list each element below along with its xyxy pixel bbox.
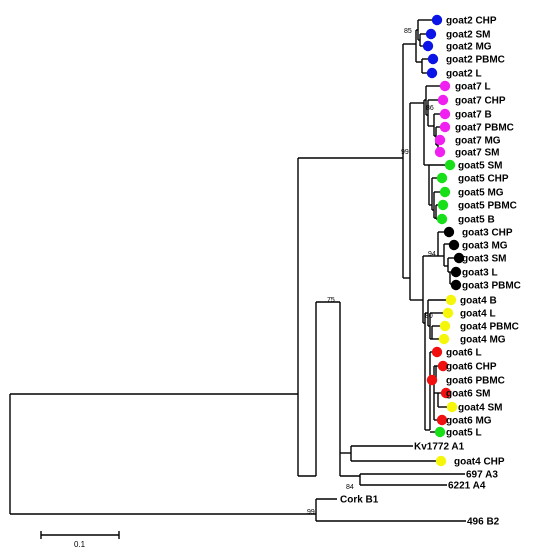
leaf-label: Kv1772 A1 [414, 442, 465, 453]
bootstrap-value: 84 [346, 484, 354, 491]
goat2-marker [426, 67, 438, 79]
tree-branches [9, 19, 466, 539]
goat5-marker [437, 199, 449, 211]
leaf-label: goat7 PBMC [455, 123, 514, 134]
goat6-marker [426, 374, 438, 386]
leaf-label: goat5 MG [458, 188, 504, 199]
bootstrap-value: 94 [428, 251, 436, 258]
leaf-label: goat3 SM [462, 254, 506, 265]
leaf-label: goat2 PBMC [446, 55, 505, 66]
bootstrap-value: 99 [401, 149, 409, 156]
goat6-marker [440, 387, 452, 399]
goat4-marker [445, 294, 457, 306]
leaf-label: goat3 CHP [462, 228, 513, 239]
leaf-label: goat5 PBMC [458, 201, 517, 212]
goat5-marker [444, 159, 456, 171]
leaf-label: goat5 CHP [458, 174, 509, 185]
leaf-label: goat7 CHP [455, 96, 506, 107]
goat6-marker [437, 360, 449, 372]
leaf-label: 496 B2 [467, 517, 500, 528]
leaf-label: Cork B1 [340, 495, 379, 506]
leaf-label: 697 A3 [466, 470, 498, 481]
leaf-label: goat3 PBMC [462, 281, 521, 292]
leaf-label: goat4 PBMC [460, 322, 519, 333]
goat5-marker [436, 213, 448, 225]
goat4-marker [438, 333, 450, 345]
leaf-label: goat7 MG [455, 136, 501, 147]
leaf-label: goat2 CHP [446, 16, 497, 27]
goat3-marker [453, 252, 465, 264]
goat7-marker [434, 134, 446, 146]
goat3-marker [443, 226, 455, 238]
leaf-label: goat6 SM [446, 389, 490, 400]
leaf-label: goat2 SM [446, 30, 490, 41]
leaf-label: goat7 L [455, 82, 491, 93]
bootstrap-values: 85 86 99 94 80 75 84 99 [307, 28, 436, 516]
goat3-marker [448, 239, 460, 251]
bootstrap-value: 80 [425, 313, 433, 320]
leaf-label: goat7 SM [455, 148, 499, 159]
leaf-label: goat6 MG [446, 416, 492, 427]
goat7-marker [439, 80, 451, 92]
goat2-marker [425, 28, 437, 40]
leaf-label: goat5 SM [458, 161, 502, 172]
leaf-label: goat2 L [446, 69, 482, 80]
leaf-label: goat2 MG [446, 42, 492, 53]
leaf-label: 6221 A4 [448, 481, 486, 492]
goat5-marker [434, 426, 446, 438]
leaf-label: goat6 PBMC [446, 376, 505, 387]
goat6-marker [436, 414, 448, 426]
goat7-marker [434, 146, 446, 158]
bootstrap-value: 75 [327, 297, 335, 304]
leaf-label: goat4 SM [458, 403, 502, 414]
leaf-label: goat5 B [458, 215, 495, 226]
goat3-marker [450, 279, 462, 291]
goat5-marker [436, 172, 448, 184]
goat2-marker [422, 40, 434, 52]
leaf-label: goat4 L [460, 309, 496, 320]
leaf-label: goat3 L [462, 268, 498, 279]
leaf-label: goat4 MG [460, 335, 506, 346]
goat5-marker [439, 186, 451, 198]
goat2-marker [427, 53, 439, 65]
goat7-marker [437, 94, 449, 106]
goat4-marker [442, 307, 454, 319]
leaf-label: goat4 B [460, 296, 497, 307]
goat2-marker [431, 14, 443, 26]
goat4-marker [446, 401, 458, 413]
leaf-label: goat7 B [455, 110, 492, 121]
goat4-marker [435, 455, 447, 467]
goat4-marker [439, 320, 451, 332]
leaf-label: goat6 L [446, 348, 482, 359]
goat7-marker [439, 121, 451, 133]
leaf-label: goat3 MG [462, 241, 508, 252]
bootstrap-value: 85 [404, 28, 412, 35]
leaf-label: goat5 L [446, 428, 482, 439]
leaf-label: goat6 CHP [446, 362, 497, 373]
bootstrap-value: 86 [426, 105, 434, 112]
leaf-label: goat4 CHP [454, 457, 505, 468]
scale-bar-label: 0.1 [74, 540, 86, 549]
goat6-marker [431, 346, 443, 358]
bootstrap-value: 99 [307, 509, 315, 516]
goat7-marker [439, 108, 451, 120]
goat3-marker [450, 266, 462, 278]
